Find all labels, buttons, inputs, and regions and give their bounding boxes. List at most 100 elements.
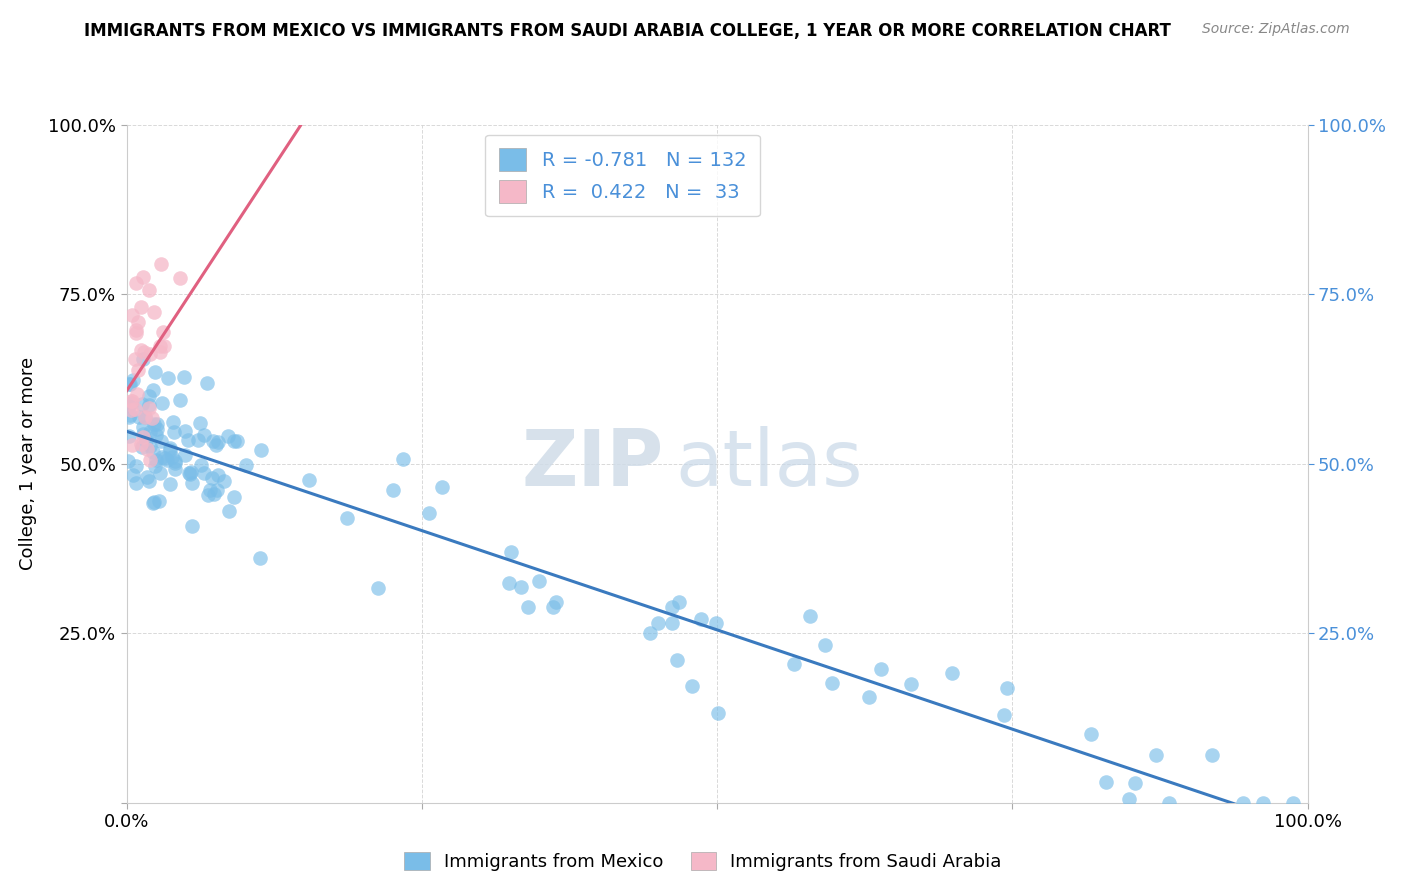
Point [162, 415, 184, 429]
Point [941, 666, 963, 681]
Point [1282, 796, 1305, 810]
Point [129, 437, 152, 451]
Point [179, 466, 201, 480]
Point [180, 466, 202, 480]
Point [127, 314, 149, 328]
Point [163, 425, 186, 439]
Point [783, 657, 806, 672]
Point [181, 476, 204, 491]
Point [143, 458, 166, 473]
Point [142, 383, 165, 397]
Point [145, 427, 167, 442]
Point [661, 615, 683, 630]
Point [188, 416, 211, 430]
Point [200, 483, 222, 497]
Point [814, 638, 837, 652]
Text: IMMIGRANTS FROM MEXICO VS IMMIGRANTS FROM SAUDI ARABIA COLLEGE, 1 YEAR OR MORE C: IMMIGRANTS FROM MEXICO VS IMMIGRANTS FRO… [84, 22, 1171, 40]
Point [174, 425, 197, 439]
Point [180, 519, 202, 533]
Point [143, 417, 166, 431]
Point [131, 343, 153, 357]
Point [995, 681, 1018, 695]
Point [121, 394, 143, 409]
Point [367, 581, 389, 595]
Point [149, 466, 172, 480]
Point [122, 373, 145, 387]
Point [668, 595, 690, 609]
Point [131, 441, 153, 455]
Point [135, 434, 157, 448]
Point [799, 609, 821, 624]
Point [1123, 776, 1146, 790]
Point [148, 493, 170, 508]
Point [647, 615, 669, 630]
Point [142, 495, 165, 509]
Point [869, 662, 891, 676]
Point [156, 453, 179, 467]
Point [139, 453, 162, 467]
Point [159, 441, 181, 455]
Point [149, 434, 172, 448]
Point [149, 339, 172, 353]
Point [118, 408, 141, 422]
Point [392, 451, 415, 466]
Point [169, 393, 191, 408]
Point [124, 351, 146, 366]
Point [177, 433, 200, 447]
Point [149, 345, 172, 359]
Point [132, 430, 155, 444]
Point [121, 438, 143, 452]
Point [157, 371, 180, 385]
Point [335, 511, 357, 525]
Point [1080, 727, 1102, 741]
Point [118, 429, 141, 443]
Point [159, 443, 181, 458]
Point [1144, 747, 1167, 762]
Point [179, 467, 201, 481]
Point [125, 458, 148, 473]
Point [143, 305, 166, 319]
Point [174, 448, 197, 462]
Point [201, 470, 224, 484]
Point [135, 469, 157, 483]
Point [193, 428, 215, 442]
Point [187, 433, 209, 447]
Y-axis label: College, 1 year or more: College, 1 year or more [20, 358, 37, 570]
Point [249, 551, 271, 566]
Point [218, 504, 240, 518]
Point [163, 457, 186, 471]
Point [152, 395, 174, 409]
Point [134, 409, 156, 424]
Point [217, 429, 239, 443]
Point [418, 507, 440, 521]
Text: Source: ZipAtlas.com: Source: ZipAtlas.com [1202, 22, 1350, 37]
Point [124, 402, 146, 417]
Point [132, 420, 155, 434]
Legend: R = -0.781   N = 132, R =  0.422   N =  33: R = -0.781 N = 132, R = 0.422 N = 33 [485, 135, 759, 217]
Point [142, 496, 165, 510]
Point [900, 677, 922, 691]
Point [173, 370, 195, 384]
Point [146, 417, 169, 431]
Point [139, 346, 162, 360]
Point [546, 595, 568, 609]
Point [821, 675, 844, 690]
Point [1118, 792, 1140, 806]
Point [125, 322, 148, 336]
Point [543, 599, 565, 614]
Point [165, 462, 187, 476]
Point [250, 443, 273, 458]
Point [120, 395, 142, 409]
Point [128, 409, 150, 424]
Point [858, 690, 880, 704]
Point [222, 434, 245, 449]
Point [146, 422, 169, 436]
Point [430, 480, 453, 494]
Point [498, 575, 520, 590]
Point [141, 411, 163, 425]
Point [527, 574, 550, 588]
Point [125, 386, 148, 401]
Point [125, 326, 148, 340]
Point [163, 454, 186, 468]
Point [150, 257, 173, 271]
